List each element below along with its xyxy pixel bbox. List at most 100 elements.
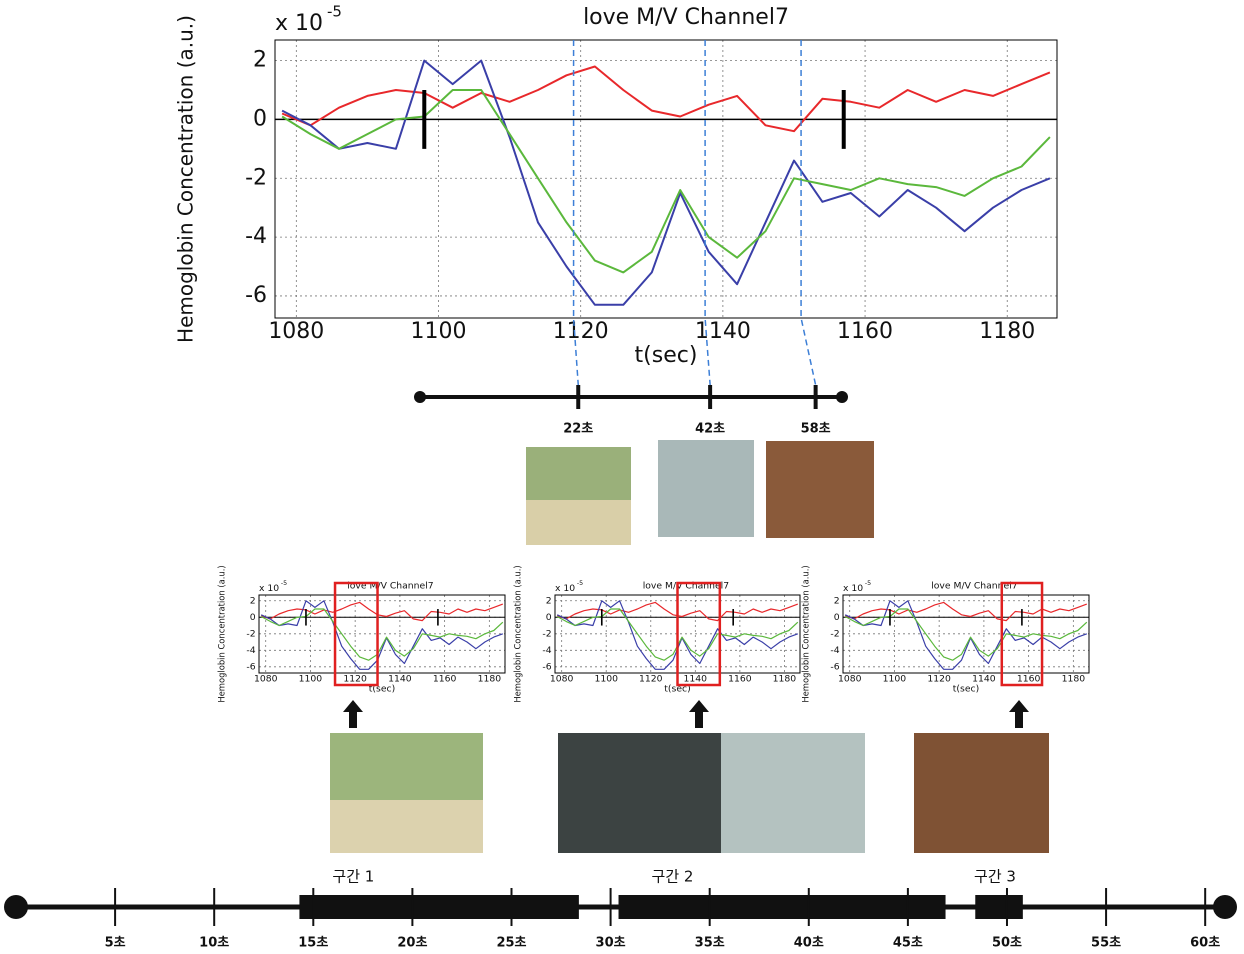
- timeline-label: 42초: [695, 422, 725, 437]
- section-label: 구간 3: [974, 868, 1016, 886]
- thumbnail-chart: -6 -4 -2 0 2 1080 1100 1120 1140 1160 1180 love M/V…: [801, 565, 1090, 703]
- timeline-label: 25초: [496, 936, 526, 951]
- timeline-label: 45초: [893, 936, 923, 951]
- x-tick-label: 1140: [684, 673, 708, 684]
- x-tick-label: 1100: [883, 673, 907, 684]
- main-chart: -6 -4 -2 0 2 1080 1100 1120 1140 1160 1180 love M/V…: [174, 3, 1058, 368]
- x-tick-label: 1180: [773, 673, 797, 684]
- x-tick-label: 1120: [343, 673, 367, 684]
- timeline-label: 35초: [695, 936, 725, 951]
- y-tick-label: 2: [250, 595, 256, 606]
- y-tick-label: -4: [245, 224, 267, 249]
- y-tick-label: -6: [542, 661, 551, 672]
- thumbnail-chart: -6 -4 -2 0 2 1080 1100 1120 1140 1160 1180 love M/V…: [513, 565, 801, 703]
- timeline-label: 60초: [1190, 936, 1220, 951]
- section-bar: [618, 895, 946, 919]
- x-tick-label: 1140: [972, 673, 996, 684]
- timeline-end: [836, 391, 848, 403]
- x-axis-label: t(sec): [953, 683, 979, 694]
- y-tick-label: 0: [834, 612, 840, 623]
- x-tick-label: 1160: [433, 673, 457, 684]
- x-tick-label: 1160: [1017, 673, 1041, 684]
- timeline-end: [4, 895, 28, 919]
- x-tick-label: 1080: [254, 673, 278, 684]
- x-tick-label: 1100: [594, 673, 618, 684]
- data-line: [281, 65, 1051, 133]
- y-tick-label: 0: [253, 106, 267, 131]
- x-axis-label: t(sec): [369, 683, 395, 694]
- scale-exponent: -5: [327, 3, 342, 21]
- timeline-label: 10초: [199, 936, 229, 951]
- photo: [766, 441, 874, 538]
- timeline-label: 20초: [397, 936, 427, 951]
- x-tick-label: 1080: [550, 673, 574, 684]
- data-line: [844, 600, 1088, 670]
- timeline-label: 55초: [1091, 936, 1121, 951]
- timeline-end: [1213, 895, 1237, 919]
- y-tick-label: 2: [546, 595, 552, 606]
- y-axis-label: Hemoglobin Concentration (a.u.): [513, 565, 523, 702]
- scale-label: x 10: [275, 11, 323, 36]
- x-tick-label: 1100: [411, 319, 467, 344]
- plot-area: [275, 40, 1057, 318]
- y-tick-label: -2: [542, 628, 551, 639]
- y-tick-label: 2: [834, 595, 840, 606]
- photo: [914, 733, 1049, 853]
- data-line: [844, 608, 1088, 661]
- x-tick-label: 1140: [695, 319, 751, 344]
- timeline-label: 50초: [992, 936, 1022, 951]
- x-tick-label: 1120: [927, 673, 951, 684]
- chart-title: love M/V Channel7: [643, 580, 730, 591]
- highlight-box: [1000, 581, 1044, 687]
- highlight-box: [676, 581, 722, 687]
- x-tick-label: 1180: [478, 673, 502, 684]
- scale-label: x 10: [259, 583, 279, 594]
- y-axis-label: Hemoglobin Concentration (a.u.): [174, 15, 198, 343]
- timeline-label: 58초: [801, 422, 831, 437]
- marker-dashed-line: [800, 40, 817, 386]
- timeline-end: [414, 391, 426, 403]
- data-line: [281, 89, 1051, 274]
- up-arrow: [1009, 700, 1029, 728]
- x-axis-label: t(sec): [664, 683, 690, 694]
- plot-frame: [274, 39, 1058, 319]
- x-tick-label: 1080: [838, 673, 862, 684]
- photo: [721, 733, 865, 853]
- section-bar: [975, 895, 1023, 919]
- timeline-label: 15초: [298, 936, 328, 951]
- timeline-label: 40초: [794, 936, 824, 951]
- scale-label: x 10: [843, 583, 863, 594]
- y-tick-label: -4: [246, 645, 255, 656]
- x-tick-label: 1160: [728, 673, 752, 684]
- y-tick-label: -2: [246, 628, 255, 639]
- chart-title: love M/V Channel7: [583, 5, 789, 30]
- timeline-label: 5초: [105, 936, 126, 951]
- photo: [558, 733, 721, 853]
- timeline-label: 30초: [596, 936, 626, 951]
- section-label: 구간 1: [332, 868, 374, 886]
- scale-exponent: -5: [577, 580, 583, 587]
- chart-title: love M/V Channel7: [931, 580, 1018, 591]
- x-tick-label: 1140: [388, 673, 412, 684]
- photo-ground: [330, 800, 483, 853]
- section-label: 구간 2: [652, 868, 694, 886]
- highlight-box: [333, 581, 379, 687]
- x-tick-label: 1100: [299, 673, 323, 684]
- photo: [658, 440, 754, 537]
- y-tick-label: 2: [253, 48, 267, 73]
- chart-title: love M/V Channel7: [347, 580, 434, 591]
- marker-dashed-line: [704, 40, 711, 386]
- y-tick-label: -6: [246, 661, 255, 672]
- x-tick-label: 1080: [268, 319, 324, 344]
- y-axis-label: Hemoglobin Concentration (a.u.): [801, 565, 811, 702]
- y-tick-label: 0: [250, 612, 256, 623]
- y-tick-label: -2: [830, 628, 839, 639]
- y-tick-label: -6: [830, 661, 839, 672]
- y-tick-label: -4: [830, 645, 839, 656]
- x-axis-label: t(sec): [635, 343, 698, 368]
- x-tick-label: 1160: [837, 319, 893, 344]
- y-tick-label: -2: [245, 165, 267, 190]
- section-bar: [299, 895, 579, 919]
- arrows: [343, 700, 1029, 728]
